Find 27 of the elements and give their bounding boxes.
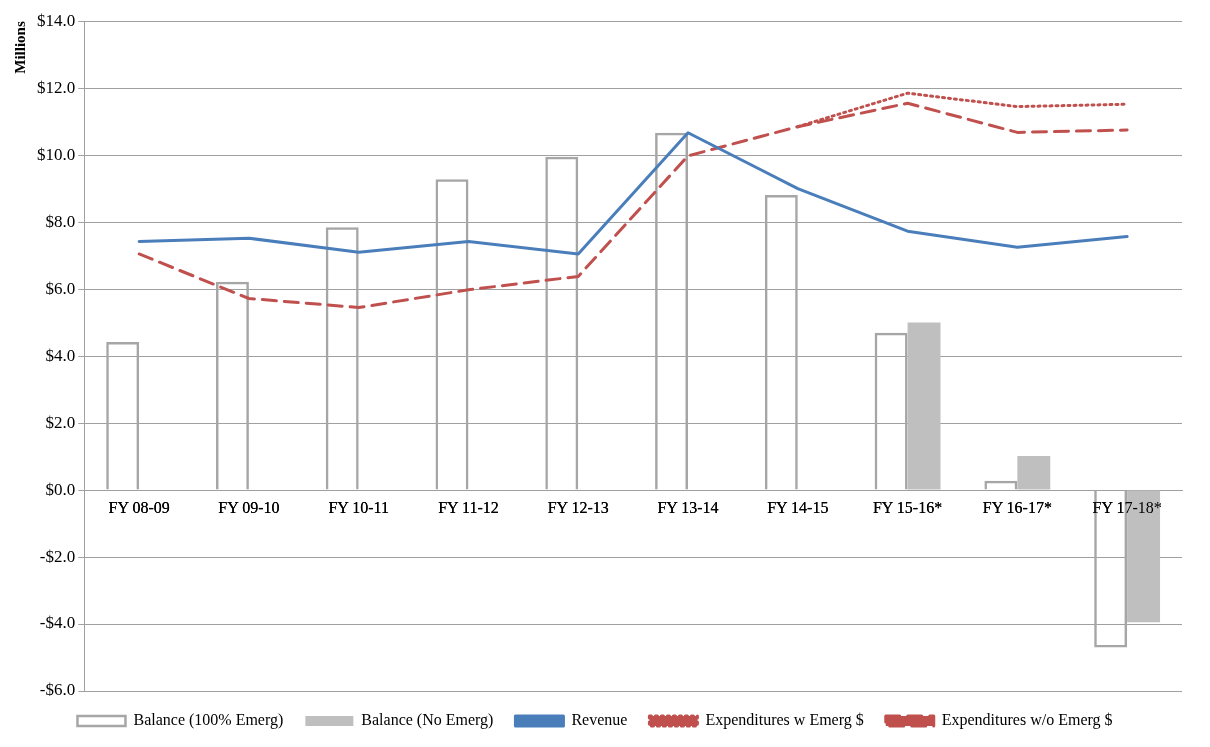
x-tick-label: FY 14-15 [767,498,829,516]
y-tick-label: $12.0 [37,77,76,97]
y-axis-title: Millions [11,21,28,74]
y-tick-label: -$4.0 [39,613,76,633]
x-tick-label: FY 13-14 [657,498,719,516]
y-tick-label: $0.0 [45,479,76,499]
y-tick-label: $8.0 [45,211,76,231]
x-tick-label: FY 08-09 [108,498,170,516]
x-tick-label: FY 15-16* [872,498,943,516]
x-tick-label: FY 12-13 [547,498,609,516]
y-tick-label: $14.0 [37,10,76,30]
y-tick-label: -$6.0 [39,680,76,700]
y-tick-label: $10.0 [37,144,76,164]
legend-label: Balance (100% Emerg) [133,711,284,730]
y-tick-label: $4.0 [45,345,76,365]
y-tick-label: -$2.0 [39,546,76,566]
x-tick-label: FY 10-11 [328,498,389,516]
legend-label: Expenditures w Emerg $ [705,711,864,730]
x-tick-label: FY 09-10 [218,498,280,516]
y-tick-label: $2.0 [45,412,76,432]
legend-label: Expenditures w/o Emerg $ [941,711,1113,730]
x-tick-label: FY 16-17* [982,498,1052,516]
x-tick-label: FY 17-18* [1092,498,1162,516]
x-tick-label: FY 11-12 [438,498,499,516]
legend-label: Revenue [571,711,628,729]
legend-label: Balance (No Emerg) [361,711,494,730]
y-tick-label: $6.0 [45,278,76,298]
